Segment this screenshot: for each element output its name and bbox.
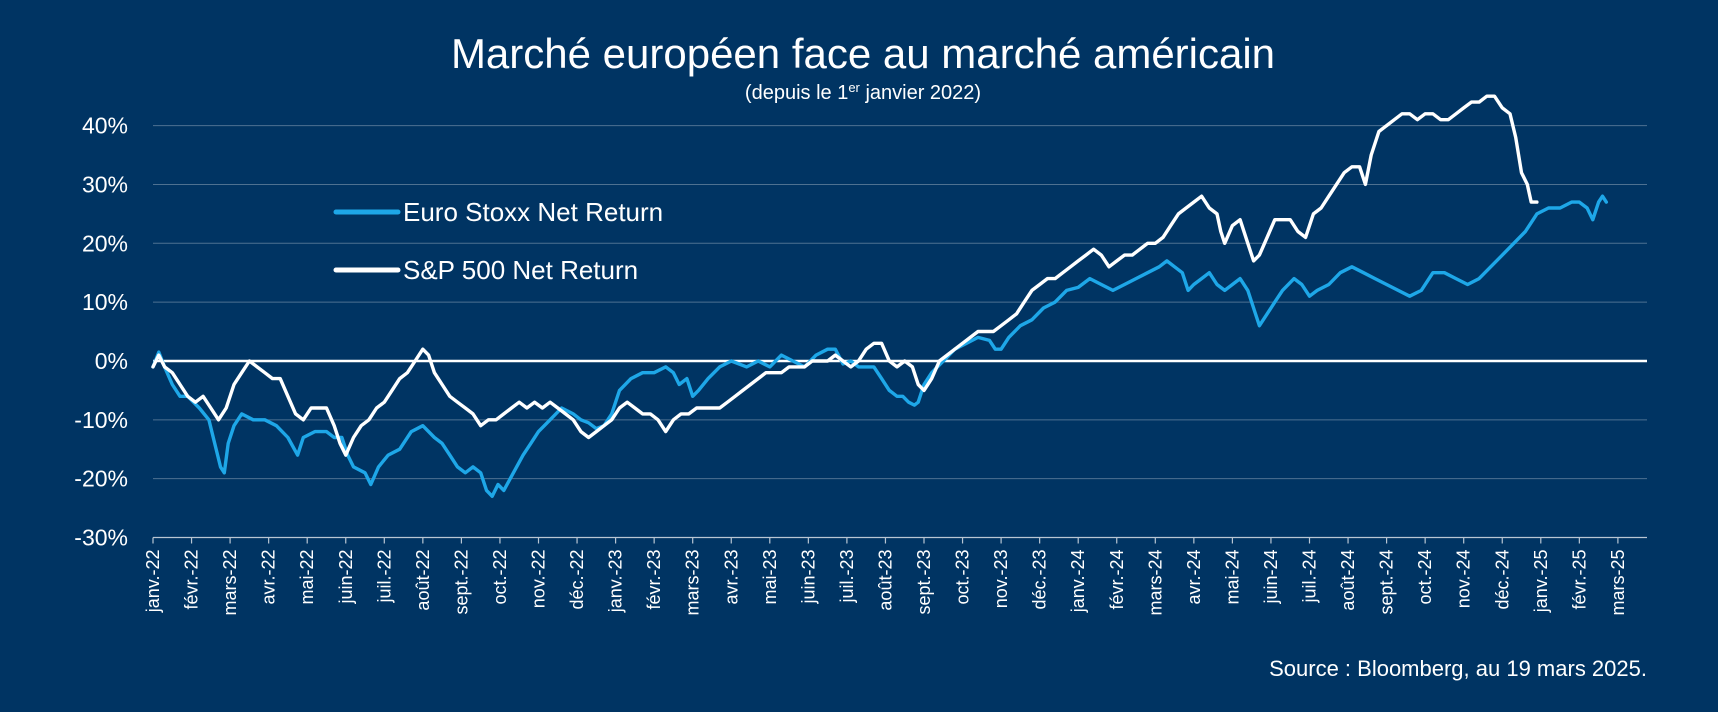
x-tick-label: août-24 xyxy=(1338,550,1358,611)
x-tick-label: déc.-22 xyxy=(567,550,587,610)
x-tick-label: avr.-23 xyxy=(721,550,741,605)
y-tick-label: 0% xyxy=(95,348,128,374)
x-tick-label: janv.-24 xyxy=(1068,550,1088,614)
x-tick-label: juin-24 xyxy=(1261,550,1281,605)
source-note: Source : Bloomberg, au 19 mars 2025. xyxy=(1269,656,1647,681)
x-tick-label: nov.-24 xyxy=(1454,550,1474,609)
series-lines xyxy=(151,94,1608,498)
x-tick-label: janv.-23 xyxy=(606,550,626,614)
grid-lines xyxy=(153,125,1647,538)
x-tick-label: mars-24 xyxy=(1145,550,1165,616)
x-axis: janv.-22 févr.-22 mars-22 avr.-22 mai-22 juin… xyxy=(143,536,1647,616)
x-tick-label: nov.-23 xyxy=(991,550,1011,609)
legend-label-sp500: S&P 500 Net Return xyxy=(403,255,638,285)
y-tick-label: -10% xyxy=(74,407,128,433)
x-tick-label: sept.-23 xyxy=(914,550,934,615)
x-tick-label: mars-23 xyxy=(683,550,703,616)
x-tick-label: août-22 xyxy=(413,550,433,611)
x-tick-label: mai-23 xyxy=(760,550,780,605)
chart-title: Marché européen face au marché américain xyxy=(451,30,1275,77)
x-tick-label: mai-24 xyxy=(1222,550,1242,605)
x-tick-label: janv.-22 xyxy=(143,550,163,614)
series-line-euro-stoxx xyxy=(151,194,1608,498)
x-tick-label: avr.-22 xyxy=(259,550,279,605)
y-tick-label: -20% xyxy=(74,466,128,492)
x-tick-label: févr.-25 xyxy=(1569,550,1589,610)
y-tick-label: -30% xyxy=(74,525,128,551)
x-tick-label: janv.-25 xyxy=(1531,550,1551,614)
x-tick-label: juil.-23 xyxy=(837,550,857,604)
x-tick-label: juin-23 xyxy=(798,550,818,605)
x-tick-label: juin-22 xyxy=(336,550,356,605)
chart-subtitle: (depuis le 1er janvier 2022) xyxy=(745,80,981,104)
legend: Euro Stoxx Net Return S&P 500 Net Return xyxy=(333,197,663,285)
y-axis: -30% -20% -10% 0% 10% 20% 30% 40% xyxy=(74,113,128,551)
y-tick-label: 10% xyxy=(82,289,128,315)
x-tick-label: déc.-24 xyxy=(1492,550,1512,610)
x-tick-label: mai-22 xyxy=(297,550,317,605)
x-tick-label: sept.-24 xyxy=(1377,550,1397,615)
x-tick-label: févr.-22 xyxy=(182,550,202,610)
x-tick-label: avr.-24 xyxy=(1184,550,1204,605)
x-tick-label: juil.-24 xyxy=(1300,550,1320,604)
y-tick-label: 20% xyxy=(82,230,128,256)
x-tick-label: oct.-22 xyxy=(490,550,510,605)
x-tick-label: mars-25 xyxy=(1608,550,1628,616)
x-tick-label: déc.-23 xyxy=(1030,550,1050,610)
x-tick-label: févr.-24 xyxy=(1107,550,1127,610)
series-line-sp500 xyxy=(151,94,1539,457)
x-tick-label: sept.-22 xyxy=(451,550,471,615)
x-tick-label: nov.-22 xyxy=(529,550,549,609)
x-tick-label: oct.-24 xyxy=(1415,550,1435,605)
y-tick-label: 40% xyxy=(82,113,128,139)
y-tick-label: 30% xyxy=(82,171,128,197)
x-tick-label: oct.-23 xyxy=(953,550,973,605)
x-tick-label: févr.-23 xyxy=(644,550,664,610)
x-tick-label: juil.-22 xyxy=(374,550,394,604)
x-tick-label: mars-22 xyxy=(220,550,240,616)
legend-label-euro-stoxx: Euro Stoxx Net Return xyxy=(403,197,663,227)
x-tick-label: août-23 xyxy=(875,550,895,611)
